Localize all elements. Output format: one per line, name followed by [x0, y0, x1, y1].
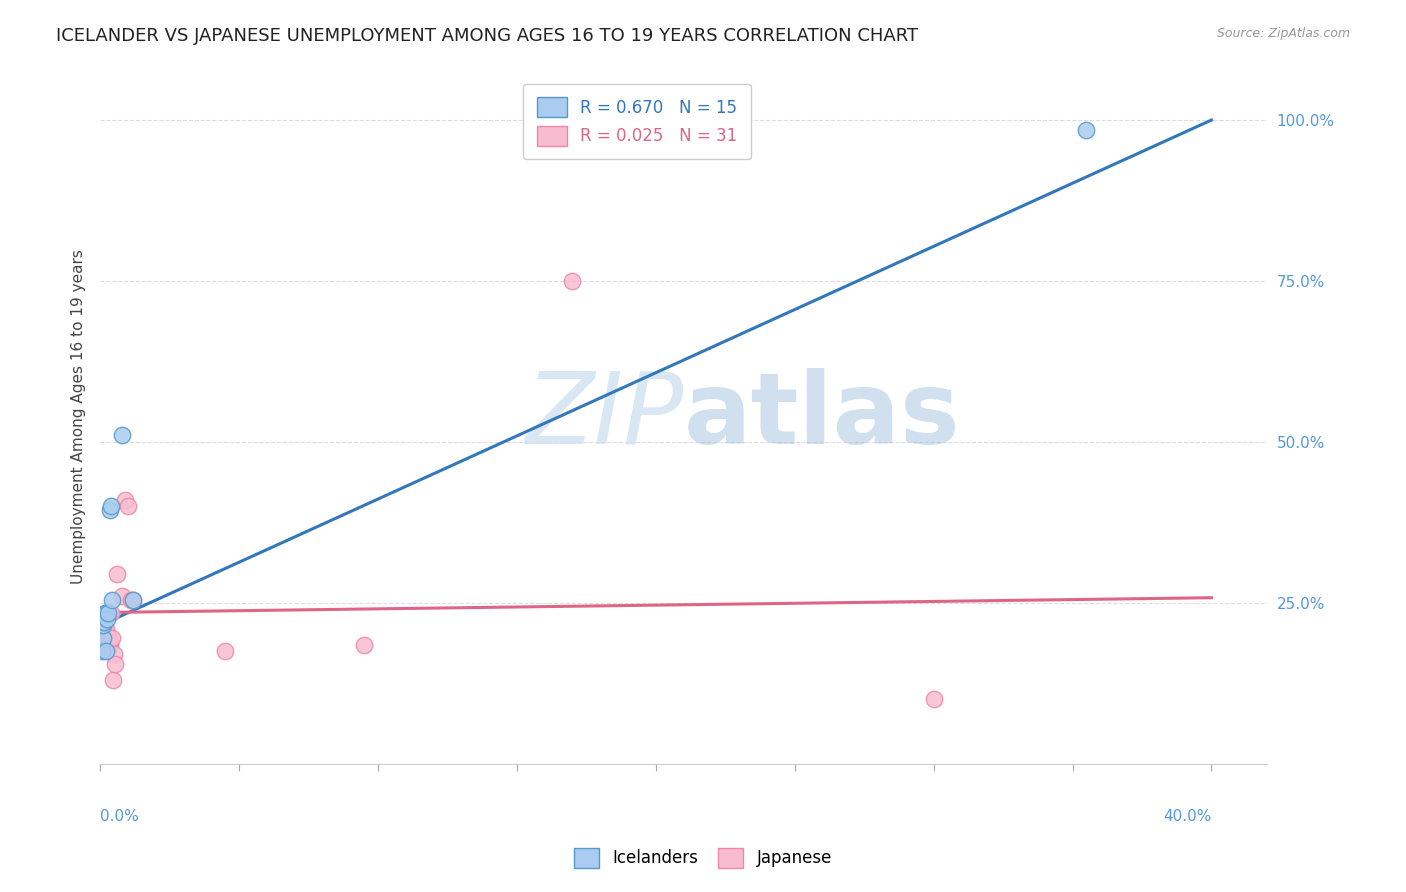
Point: [98, 502, 121, 516]
Point: [101, 632, 124, 646]
Text: 40.0%: 40.0%: [1163, 809, 1212, 824]
Point: [96, 632, 118, 646]
Point: [93, 632, 115, 646]
Point: [90, 638, 112, 652]
Point: [561, 274, 583, 288]
Point: [96, 638, 118, 652]
Legend: Icelanders, Japanese: Icelanders, Japanese: [568, 841, 838, 875]
Point: [117, 500, 139, 514]
Point: [101, 592, 124, 607]
Point: [111, 428, 134, 442]
Point: [111, 590, 134, 604]
Point: [353, 638, 375, 652]
Point: [96, 634, 118, 648]
Point: [93, 628, 115, 642]
Point: [91, 634, 114, 648]
Point: [93, 618, 115, 632]
Point: [122, 592, 145, 607]
Point: [97, 606, 120, 620]
Point: [97, 606, 120, 620]
Point: [105, 566, 128, 581]
Point: [91, 624, 114, 639]
Point: [93, 615, 115, 630]
Text: ZIP: ZIP: [526, 368, 683, 465]
Point: [122, 592, 145, 607]
Point: [93, 632, 115, 646]
Point: [100, 500, 122, 514]
Point: [1076, 122, 1098, 136]
Point: [100, 606, 122, 620]
Point: [103, 648, 125, 662]
Point: [94, 624, 117, 639]
Text: Source: ZipAtlas.com: Source: ZipAtlas.com: [1216, 27, 1350, 40]
Point: [101, 673, 124, 687]
Point: [94, 622, 117, 636]
Point: [104, 657, 127, 671]
Point: [96, 612, 118, 626]
Point: [922, 692, 945, 706]
Legend: R = 0.670   N = 15, R = 0.025   N = 31: R = 0.670 N = 15, R = 0.025 N = 31: [523, 84, 751, 160]
Point: [120, 592, 142, 607]
Point: [94, 606, 117, 620]
Y-axis label: Unemployment Among Ages 16 to 19 years: Unemployment Among Ages 16 to 19 years: [72, 249, 86, 583]
Point: [97, 606, 120, 620]
Point: [214, 644, 236, 658]
Point: [96, 644, 118, 658]
Point: [98, 638, 121, 652]
Text: 0.0%: 0.0%: [100, 809, 139, 824]
Point: [91, 632, 114, 646]
Text: ICELANDER VS JAPANESE UNEMPLOYMENT AMONG AGES 16 TO 19 YEARS CORRELATION CHART: ICELANDER VS JAPANESE UNEMPLOYMENT AMONG…: [56, 27, 918, 45]
Point: [94, 606, 117, 620]
Point: [91, 644, 114, 658]
Point: [114, 492, 136, 507]
Point: [98, 634, 121, 648]
Point: [98, 632, 121, 646]
Text: atlas: atlas: [683, 368, 960, 465]
